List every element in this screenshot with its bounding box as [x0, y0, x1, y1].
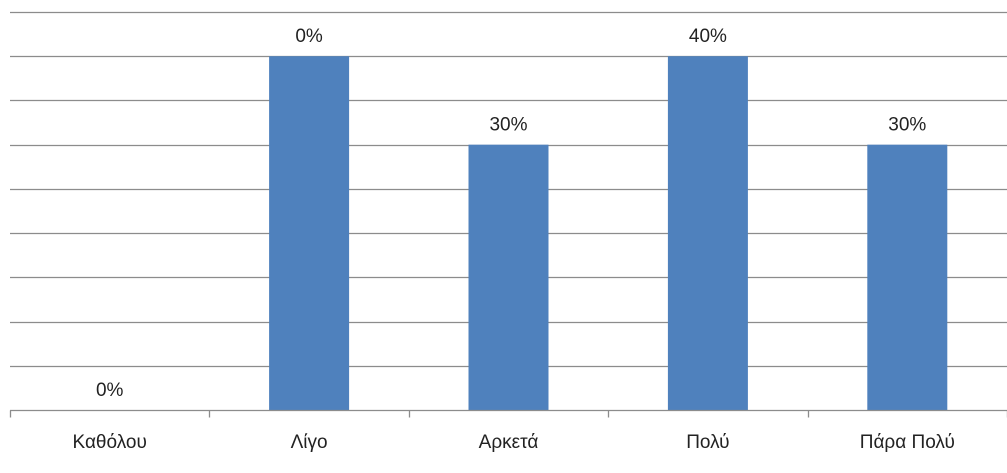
- x-tick-label: Καθόλου: [73, 432, 147, 453]
- x-tick-label: Αρκετά: [479, 432, 539, 453]
- data-label: 30%: [489, 115, 527, 136]
- data-label: 0%: [295, 26, 323, 47]
- data-label: 0%: [96, 380, 124, 401]
- bars: [269, 56, 948, 410]
- data-label: 40%: [689, 26, 727, 47]
- bar-5: [867, 144, 948, 410]
- x-tick-label: Λίγο: [291, 432, 328, 453]
- data-label: 30%: [888, 115, 926, 136]
- data-labels: 0% 0% 30% 40% 30%: [96, 26, 926, 401]
- bar-3: [468, 144, 549, 410]
- bar-2: [269, 56, 350, 410]
- bar-4: [667, 56, 748, 410]
- x-axis: [9, 409, 1007, 418]
- category-labels: Καθόλου Λίγο Αρκετά Πολύ Πάρα Πολύ: [73, 432, 955, 453]
- x-tick-label: Πάρα Πολύ: [860, 432, 955, 453]
- x-tick-label: Πολύ: [686, 432, 729, 453]
